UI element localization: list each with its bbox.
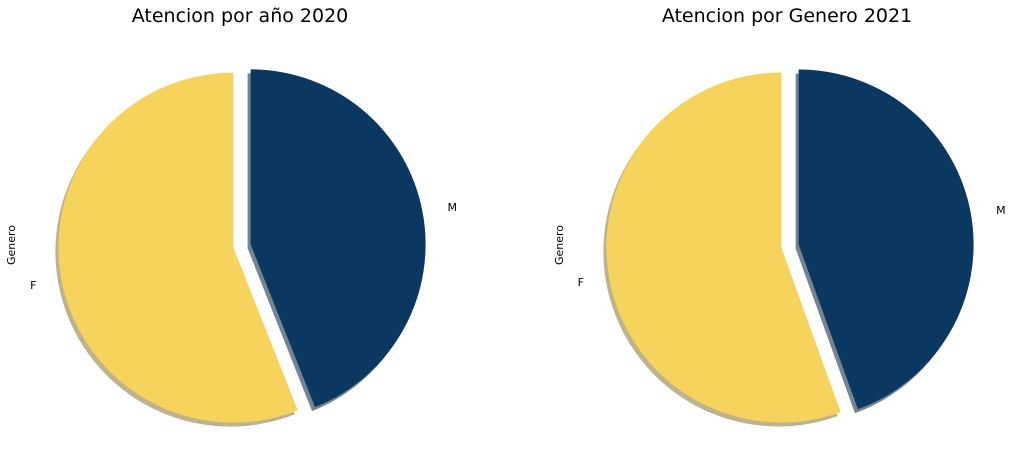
- y-axis-label: Genero: [553, 225, 566, 265]
- slice-label-f: F: [578, 276, 584, 289]
- slice-label-f: F: [30, 279, 36, 292]
- chart-title: Atencion por Genero 2021: [662, 5, 912, 27]
- slice-label-m: M: [448, 201, 458, 214]
- slice-label-m: M: [996, 204, 1006, 217]
- pie-chart-2020: Atencion por año 2020 Genero M F: [5, 5, 457, 427]
- pie-slice-f: [606, 72, 841, 423]
- pie-slice-m: [250, 69, 426, 408]
- pie-slice-f: [58, 72, 298, 423]
- chart-title: Atencion por año 2020: [132, 5, 349, 27]
- y-axis-label: Genero: [5, 225, 18, 265]
- pie-slice-m: [798, 69, 974, 410]
- pie-chart-2021: Atencion por Genero 2021 Genero M F: [553, 5, 1006, 427]
